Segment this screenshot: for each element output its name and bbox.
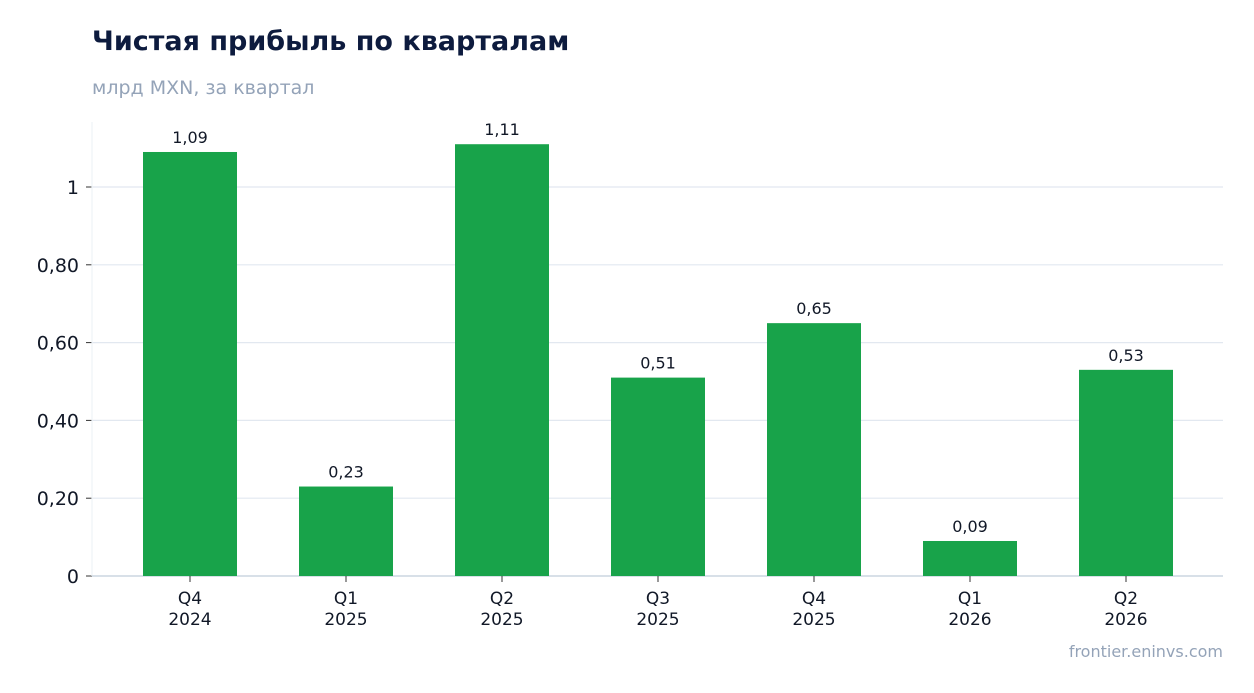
x-tick-label-year: 2024	[168, 610, 211, 630]
bar-value-label: 0,09	[952, 517, 988, 536]
y-tick-label: 0,20	[37, 488, 79, 510]
bar	[1079, 369, 1173, 576]
x-tick-label-quarter: Q2	[1114, 589, 1138, 609]
bar	[299, 486, 393, 576]
bar-value-label: 0,23	[328, 463, 364, 482]
bar-value-label: 0,53	[1108, 346, 1144, 365]
y-tick-label: 0	[67, 566, 79, 588]
bar	[143, 151, 237, 577]
x-tick-label-year: 2025	[636, 610, 679, 630]
bar	[923, 540, 1017, 576]
bar	[455, 144, 549, 576]
bar-value-label: 0,65	[796, 299, 832, 318]
source-credit: frontier.eninvs.com	[1068, 642, 1223, 661]
bar-value-label: 1,11	[484, 120, 520, 139]
y-tick-label: 0,40	[37, 410, 79, 432]
x-tick-label-year: 2026	[1104, 610, 1147, 630]
bar-value-label: 0,51	[640, 354, 676, 373]
x-tick-label-quarter: Q2	[490, 589, 514, 609]
x-tick-label-quarter: Q1	[958, 589, 982, 609]
chart-subtitle: млрд MXN, за квартал	[92, 77, 315, 99]
x-tick-label-year: 2026	[948, 610, 991, 630]
x-tick-label-year: 2025	[792, 610, 835, 630]
labels: 00,200,400,600,8011,09Q420240,23Q120251,…	[37, 120, 1148, 630]
x-tick-label-quarter: Q4	[802, 589, 826, 609]
x-tick-label-quarter: Q3	[646, 589, 670, 609]
bar	[611, 377, 705, 576]
y-tick-label: 0,60	[37, 333, 79, 355]
x-tick-label-year: 2025	[324, 610, 367, 630]
x-tick-label-quarter: Q1	[334, 589, 358, 609]
bars	[143, 144, 1173, 577]
y-tick-label: 0,80	[37, 255, 79, 277]
bar	[767, 323, 861, 576]
x-tick-label-quarter: Q4	[178, 589, 202, 609]
bar-value-label: 1,09	[172, 128, 208, 147]
x-tick-label-year: 2025	[480, 610, 523, 630]
chart-title: Чистая прибыль по кварталам	[92, 26, 570, 57]
y-tick-label: 1	[67, 177, 79, 199]
